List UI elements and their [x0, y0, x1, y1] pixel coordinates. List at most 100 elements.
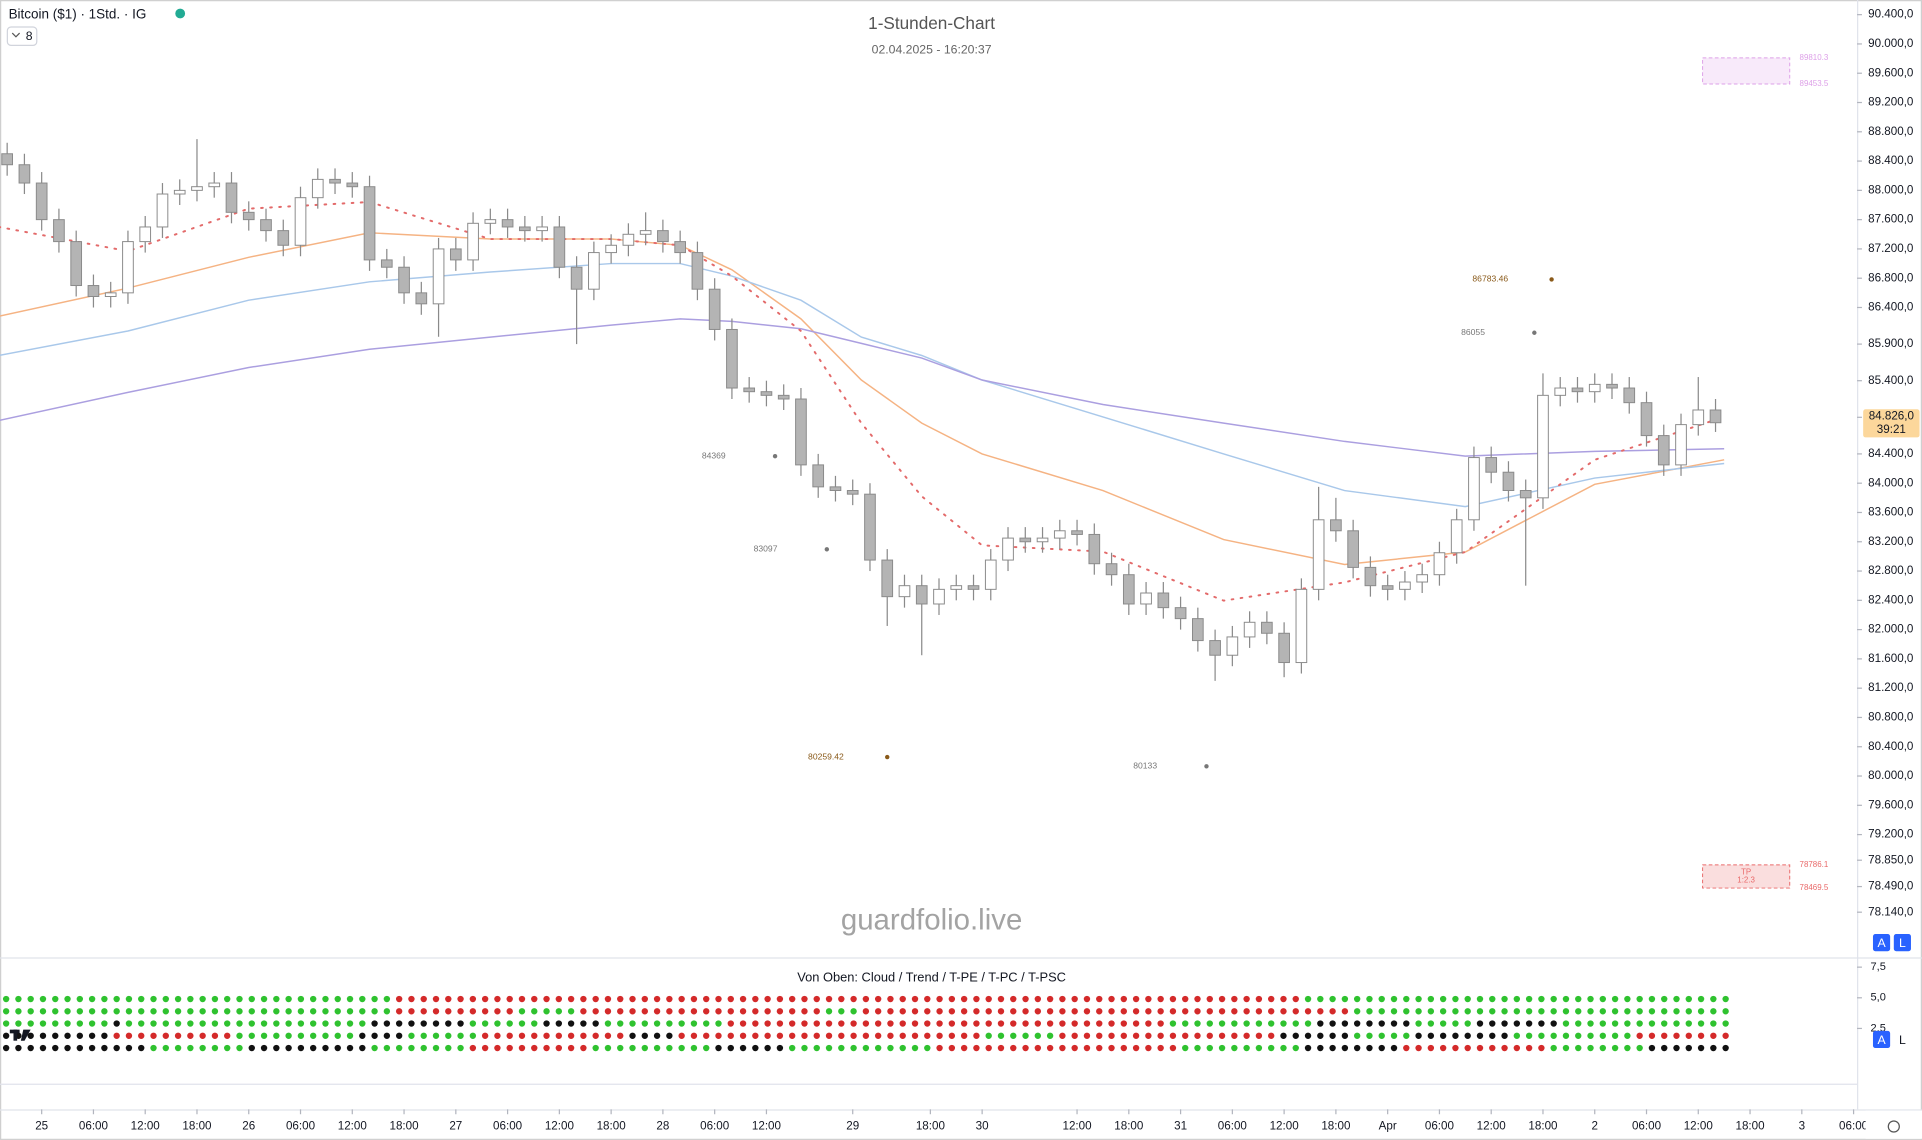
- indicator-dot: [801, 1032, 808, 1039]
- indicator-dot: [1108, 1020, 1115, 1027]
- indicator-dot: [1169, 1032, 1177, 1039]
- indicator-dot: [641, 1044, 648, 1052]
- indicator-dot: [1550, 1020, 1557, 1027]
- auto-scale-button[interactable]: [1872, 934, 1891, 952]
- indicator-dot: [1255, 1020, 1263, 1027]
- annotation-label: 80133: [1133, 761, 1157, 771]
- indicator-dot: [248, 1020, 255, 1027]
- indicator-dot: [481, 1008, 489, 1015]
- indicator-dot: [39, 1044, 47, 1052]
- y-tick-label: 88.000,0: [1868, 183, 1914, 196]
- indicator-dot: [801, 995, 808, 1003]
- indicator-dot: [825, 995, 833, 1003]
- indicator-dot: [322, 1044, 329, 1052]
- indicator-dot: [1427, 1032, 1435, 1039]
- indicator-dot: [101, 1032, 108, 1039]
- indicator-dot: [617, 1032, 624, 1039]
- indicator-dot: [113, 995, 120, 1003]
- settings-icon[interactable]: [1887, 1120, 1900, 1133]
- indicator-dot: [101, 1008, 108, 1015]
- candle-body: [1053, 530, 1066, 539]
- indicator-dot: [727, 1032, 734, 1039]
- candle-body: [1485, 457, 1498, 473]
- indicator-dot: [76, 995, 84, 1003]
- indicator-run: [469, 1044, 587, 1052]
- indicator-dot: [1132, 1008, 1140, 1015]
- indicator-dot: [457, 1044, 464, 1052]
- indicator-dot: [1390, 1020, 1398, 1027]
- indicator-dot: [764, 1044, 771, 1052]
- indicator-dot: [322, 1008, 329, 1015]
- indicator-dot: [1378, 1008, 1385, 1015]
- candle-body: [1468, 457, 1480, 521]
- indicator-dot: [567, 995, 575, 1003]
- indicator-dot: [1427, 1008, 1435, 1015]
- indicator-run: [1636, 1032, 1729, 1039]
- indicator-dot: [420, 1044, 427, 1052]
- candle-body: [1537, 394, 1549, 499]
- indicator-dot: [997, 995, 1005, 1003]
- indicator-run: [789, 1044, 931, 1052]
- indicator-dot: [236, 1032, 243, 1039]
- indicator-dot: [15, 1044, 22, 1052]
- indicator-dot: [936, 995, 943, 1003]
- candle-body: [191, 186, 203, 191]
- indicator-dot: [1452, 1032, 1459, 1039]
- indicator-dot: [1661, 1044, 1668, 1052]
- indicator-dot: [101, 1044, 108, 1052]
- indicator-y-tick-label: 5,0: [1871, 992, 1886, 1004]
- indicator-dot: [1525, 1008, 1533, 1015]
- indicator-dot: [64, 1020, 71, 1027]
- indicator-dot: [973, 1020, 980, 1027]
- indicator-run: [936, 1044, 1177, 1052]
- indicator-dot: [1218, 1020, 1226, 1027]
- annotation-label: 86783.46: [1472, 274, 1508, 284]
- symbol-label[interactable]: Bitcoin ($1) · 1Std. · IG: [9, 6, 147, 21]
- indicator-dot: [1611, 1008, 1619, 1015]
- candle-body: [588, 252, 600, 290]
- indicator-dot: [334, 1032, 341, 1039]
- indicator-toggle[interactable]: [6, 26, 38, 46]
- indicator-dot: [248, 1044, 255, 1052]
- y-tick-label: 87.200,0: [1868, 242, 1914, 255]
- zone-box: [1702, 57, 1791, 85]
- x-tick-label: 18:00: [182, 1120, 212, 1133]
- candle-body: [294, 197, 307, 246]
- indicator-dot: [1157, 1032, 1164, 1039]
- indicator-dot: [1157, 1008, 1164, 1015]
- log-scale-button[interactable]: [1893, 934, 1911, 952]
- indicator-dot: [1501, 1008, 1508, 1015]
- indicator-dot: [1390, 1032, 1398, 1039]
- indicator-dot: [1034, 1008, 1042, 1015]
- indicator-dot: [1108, 1008, 1115, 1015]
- indicator-dot: [1476, 995, 1484, 1003]
- indicator-dot: [752, 1008, 759, 1015]
- indicator-dot: [1550, 1008, 1557, 1015]
- indicator-dot: [76, 1020, 84, 1027]
- indicator-run: [727, 1020, 1164, 1027]
- indicator-dot: [1169, 1008, 1177, 1015]
- x-tick-label: 18:00: [1114, 1120, 1144, 1133]
- indicator-dot: [1673, 1032, 1680, 1039]
- indicator-dot: [1685, 1020, 1692, 1027]
- log-scale-label[interactable]: L: [1899, 1033, 1906, 1047]
- indicator-dot: [224, 1044, 231, 1052]
- x-tick-label: 12:00: [1477, 1120, 1507, 1133]
- indicator-dot: [1489, 1008, 1496, 1015]
- indicator-dot: [1415, 1044, 1422, 1052]
- indicator-dot: [1439, 1032, 1447, 1039]
- auto-scale-button[interactable]: [1872, 1030, 1891, 1049]
- indicator-dot: [518, 1044, 526, 1052]
- indicator-dot: [813, 1032, 820, 1039]
- candle-body: [933, 588, 945, 605]
- indicator-dot: [494, 1044, 501, 1052]
- indicator-dot: [1046, 1044, 1054, 1052]
- candle-body: [795, 398, 807, 466]
- indicator-dot: [322, 1020, 329, 1027]
- indicator-run: [678, 1032, 980, 1039]
- indicator-dot: [359, 995, 366, 1003]
- indicator-dot: [1415, 1008, 1422, 1015]
- zone-label: TP: [1741, 868, 1751, 877]
- indicator-dot: [445, 1032, 452, 1039]
- indicator-dot: [1562, 1020, 1570, 1027]
